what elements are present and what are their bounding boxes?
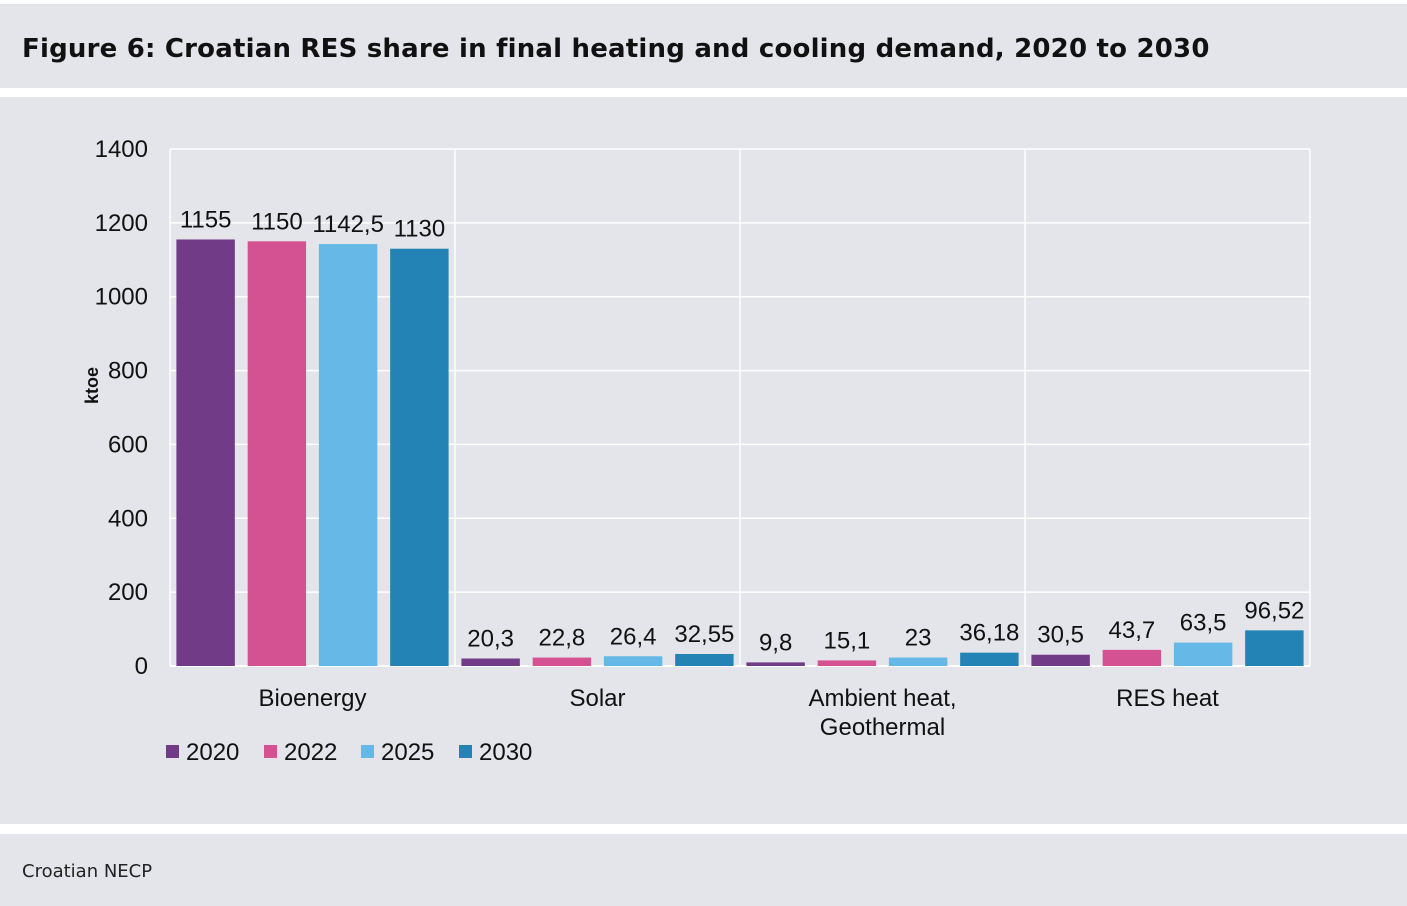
legend-label: 2022: [284, 739, 337, 766]
data-label: 1142,5: [312, 211, 384, 238]
legend-label: 2030: [479, 739, 532, 766]
y-tick-label: 0: [135, 653, 148, 680]
bar: [1031, 654, 1090, 666]
data-label: 36,18: [959, 620, 1019, 647]
bar: [1173, 642, 1233, 666]
figure-title: Figure 6: Croatian RES share in final he…: [22, 34, 1210, 64]
legend-swatch: [166, 745, 179, 758]
data-label: 43,7: [1109, 617, 1156, 644]
y-tick-label: 1000: [95, 284, 148, 311]
source-bar: Croatian NECP: [0, 834, 1407, 906]
y-tick-label: 1200: [95, 210, 148, 237]
data-label: 26,4: [610, 623, 657, 650]
bar: [746, 662, 805, 666]
figure-title-bar: Figure 6: Croatian RES share in final he…: [0, 4, 1407, 88]
y-tick-label: 600: [108, 431, 148, 458]
category-label: RES heat: [1116, 685, 1219, 712]
bar: [247, 241, 307, 667]
data-label: 63,5: [1180, 610, 1227, 637]
bar: [318, 244, 378, 666]
data-label: 22,8: [539, 625, 586, 652]
category-label: Solar: [569, 685, 625, 712]
legend-swatch: [264, 745, 277, 758]
y-tick-label: 400: [108, 505, 148, 532]
legend-swatch: [459, 745, 472, 758]
bar: [1245, 630, 1304, 666]
data-label: 23: [905, 625, 932, 652]
legend-swatch: [361, 745, 374, 758]
bar: [603, 656, 663, 666]
bar: [960, 652, 1019, 666]
data-label: 1150: [251, 208, 303, 235]
data-label: 32,55: [674, 621, 734, 648]
bar: [675, 653, 734, 666]
bar: [817, 660, 877, 666]
bar: [888, 657, 948, 666]
y-tick-label: 200: [108, 579, 148, 606]
y-axis-title: ktoe: [82, 367, 102, 404]
bar: [461, 658, 520, 666]
data-label: 9,8: [759, 629, 792, 656]
bar-chart: 0 200 400 600 800 1000 1200 1400 ktoe 1155 20,3 9,8…: [76, 97, 1407, 777]
data-label: 1130: [394, 216, 446, 243]
y-tick-label: 800: [108, 358, 148, 385]
source-note: Croatian NECP: [22, 861, 153, 882]
data-label: 1155: [180, 206, 232, 233]
legend-label: 2020: [186, 739, 239, 766]
bar: [532, 657, 592, 666]
data-label: 20,3: [467, 626, 514, 653]
data-label: 30,5: [1037, 622, 1084, 649]
data-label: 15,1: [824, 627, 871, 654]
y-tick-label: 1400: [95, 136, 148, 163]
legend-label: 2025: [381, 739, 434, 766]
data-label: 96,52: [1244, 597, 1304, 624]
bar: [1102, 649, 1162, 666]
category-label: Geothermal: [820, 714, 945, 741]
category-label: Bioenergy: [258, 685, 366, 712]
bar: [176, 239, 235, 666]
category-label: Ambient heat,: [808, 685, 956, 712]
chart-panel: 0 200 400 600 800 1000 1200 1400 ktoe 1155 20,3 9,8…: [0, 97, 1407, 824]
bar: [390, 248, 449, 666]
